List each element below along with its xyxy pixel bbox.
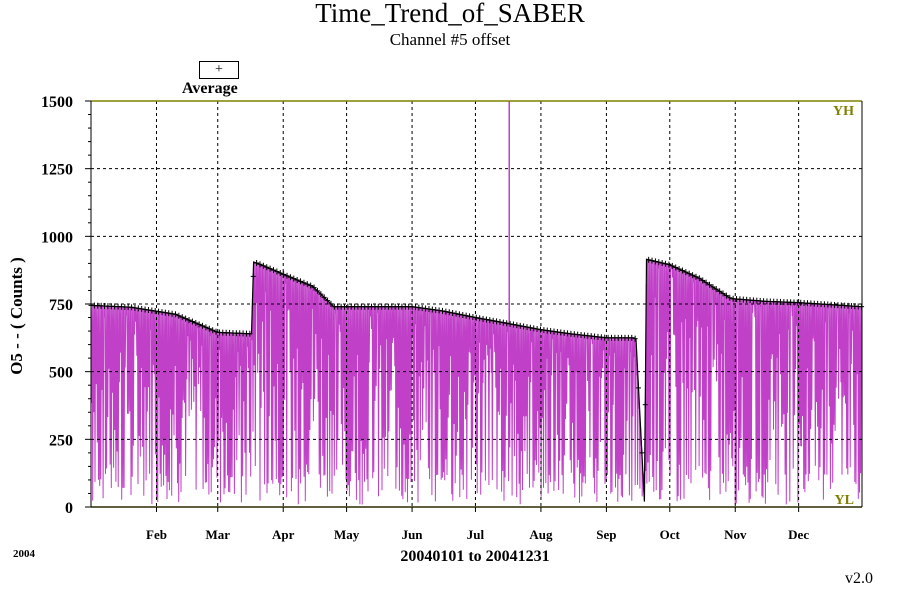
x-tick-label: Mar bbox=[205, 527, 230, 542]
lower-limit-label: YL bbox=[835, 493, 854, 508]
legend-symbol-plus-icon: + bbox=[199, 61, 239, 79]
y-tick-label: 1000 bbox=[41, 229, 73, 246]
upper-limit-label: YH bbox=[833, 104, 854, 119]
version-label: v2.0 bbox=[845, 570, 873, 587]
x-tick-label: Aug bbox=[529, 527, 553, 542]
x-axis-label: 20040101 to 20041231 bbox=[400, 548, 550, 565]
y-tick-label: 250 bbox=[49, 432, 73, 449]
y-tick-label: 1250 bbox=[41, 162, 73, 179]
raw-series-group bbox=[90, 101, 863, 505]
x-tick-label: Nov bbox=[724, 527, 747, 542]
x-tick-label: Jul bbox=[467, 527, 485, 542]
chart-title: Time_Trend_of_SABER bbox=[315, 0, 585, 28]
average-series-group bbox=[88, 256, 865, 502]
y-tick-label: 0 bbox=[65, 500, 73, 517]
y-tick-label: 750 bbox=[49, 297, 73, 314]
legend-label: Average bbox=[182, 80, 238, 97]
x-tick-label: Jun bbox=[402, 527, 424, 542]
raw-series-line bbox=[90, 259, 863, 505]
y-tick-label: 1500 bbox=[41, 94, 73, 111]
x-tick-label: May bbox=[334, 527, 360, 542]
x-tick-label: Feb bbox=[146, 527, 167, 542]
x-tick-label: Dec bbox=[788, 527, 809, 542]
x-tick-label: Apr bbox=[272, 527, 295, 542]
x-tick-label: Sep bbox=[596, 527, 616, 542]
x-tick-label: Oct bbox=[660, 527, 681, 542]
chart-subtitle: Channel #5 offset bbox=[389, 30, 511, 49]
year-label: 2004 bbox=[13, 548, 35, 560]
y-tick-label: 500 bbox=[49, 365, 73, 382]
axes-group: 0 250 500 750 1000 1250 1500 Feb Mar Apr May Jun Jul… bbox=[41, 94, 863, 542]
